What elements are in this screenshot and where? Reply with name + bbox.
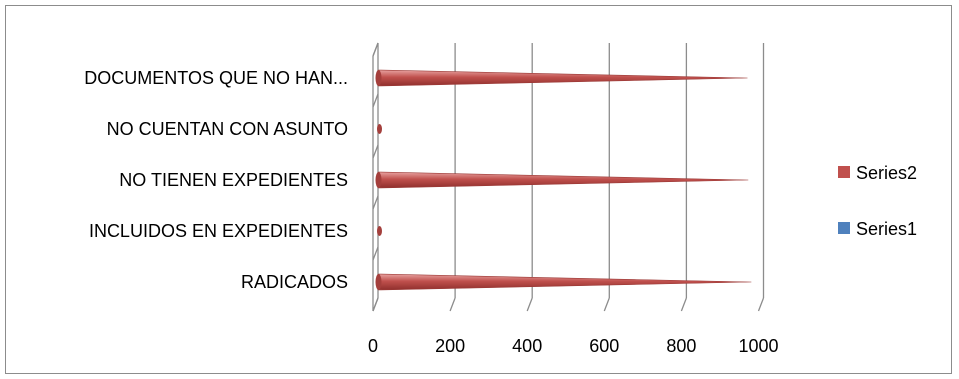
floor-gridline [603,297,610,312]
floor-gridline [449,297,456,312]
y-axis-tick [372,42,379,57]
floor-gridline [757,297,765,312]
bar-base [375,274,382,290]
legend: Series2 Series1 [838,163,917,239]
legend-swatch [838,166,850,178]
x-tick-label: 1000 [738,336,778,356]
category-labels: DOCUMENTOS QUE NO HAN... NO CUENTAN CON A… [84,68,348,292]
cone-bar-chart: DOCUMENTOS QUE NO HAN... NO CUENTAN CON A… [84,42,917,356]
floor-gridline [680,297,688,312]
axes [372,42,379,312]
x-tick-label: 600 [589,336,619,356]
category-label: INCLUIDOS EN EXPEDIENTES [89,221,348,241]
legend-entry: Series1 [856,219,917,239]
category-label: NO CUENTAN CON ASUNTO [107,119,348,139]
gridlines [372,43,765,312]
x-tick-label: 400 [512,336,542,356]
bar-base [375,70,382,86]
category-label: DOCUMENTOS QUE NO HAN... [84,68,348,88]
y-axis-tick [372,246,379,261]
legend-swatch [838,222,850,234]
bars [375,69,752,291]
bar-series2 [378,171,749,189]
x-tick-label: 200 [435,336,465,356]
chart-area: DOCUMENTOS QUE NO HAN... NO CUENTAN CON A… [5,5,952,374]
category-label: NO TIENEN EXPEDIENTES [119,170,348,190]
bar-base [375,172,382,188]
floor-gridline [526,297,533,312]
y-axis-tick [372,297,379,312]
bar-series2 [378,273,752,291]
x-tick-label: 0 [368,336,378,356]
bar-series2 [377,226,382,236]
legend-entry: Series2 [856,163,917,183]
x-tick-labels: 0 200 400 600 800 1000 [368,336,779,356]
category-label: RADICADOS [241,272,348,292]
bar-series2 [378,69,748,87]
y-axis-tick [372,144,379,159]
x-tick-label: 800 [666,336,696,356]
y-axis-tick [372,93,379,108]
bar-series2 [377,124,382,134]
y-axis-tick [372,195,379,210]
